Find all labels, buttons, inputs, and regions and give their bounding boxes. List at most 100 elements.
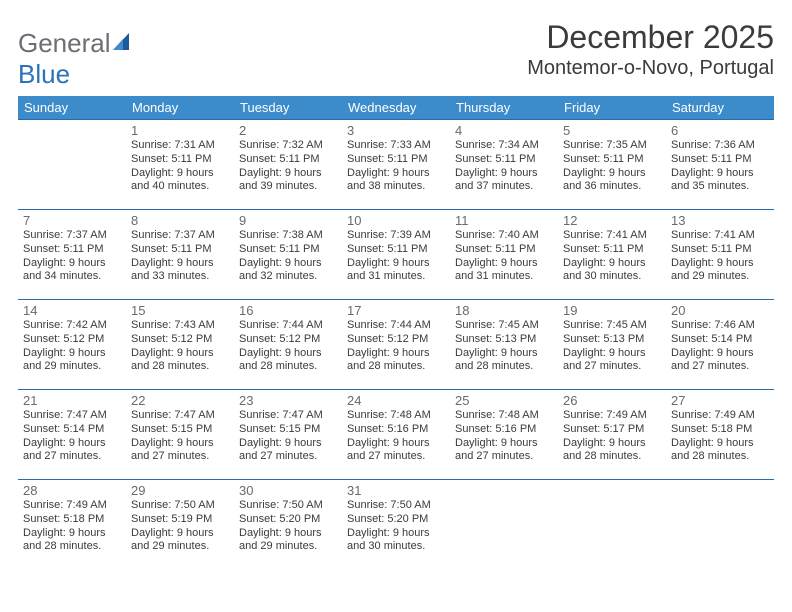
- sunrise-line: Sunrise: 7:41 AM: [671, 229, 769, 243]
- sunrise-line: Sunrise: 7:33 AM: [347, 139, 445, 153]
- day-number: 21: [23, 393, 121, 408]
- day-number: 6: [671, 123, 769, 138]
- calendar-cell: 4Sunrise: 7:34 AMSunset: 5:11 PMDaylight…: [450, 120, 558, 210]
- daylight-line-1: Daylight: 9 hours: [23, 527, 121, 541]
- sunset-line: Sunset: 5:12 PM: [239, 333, 337, 347]
- day-number: 1: [131, 123, 229, 138]
- weekday-header: Thursday: [450, 96, 558, 120]
- calendar-cell: [666, 480, 774, 570]
- sunset-line: Sunset: 5:14 PM: [23, 423, 121, 437]
- sunrise-line: Sunrise: 7:43 AM: [131, 319, 229, 333]
- daylight-line-2: and 28 minutes.: [239, 360, 337, 374]
- sunrise-line: Sunrise: 7:48 AM: [455, 409, 553, 423]
- calendar-cell: 26Sunrise: 7:49 AMSunset: 5:17 PMDayligh…: [558, 390, 666, 480]
- sunset-line: Sunset: 5:12 PM: [347, 333, 445, 347]
- calendar-week-row: 14Sunrise: 7:42 AMSunset: 5:12 PMDayligh…: [18, 300, 774, 390]
- calendar-cell: 22Sunrise: 7:47 AMSunset: 5:15 PMDayligh…: [126, 390, 234, 480]
- day-info: Sunrise: 7:45 AMSunset: 5:13 PMDaylight:…: [563, 319, 661, 374]
- day-info: Sunrise: 7:37 AMSunset: 5:11 PMDaylight:…: [23, 229, 121, 284]
- daylight-line-2: and 29 minutes.: [671, 270, 769, 284]
- title-block: December 2025 Montemor-o-Novo, Portugal: [527, 20, 774, 80]
- calendar-cell: 15Sunrise: 7:43 AMSunset: 5:12 PMDayligh…: [126, 300, 234, 390]
- day-number: 5: [563, 123, 661, 138]
- month-title: December 2025: [527, 20, 774, 55]
- day-number: 29: [131, 483, 229, 498]
- sunset-line: Sunset: 5:12 PM: [23, 333, 121, 347]
- sunset-line: Sunset: 5:11 PM: [563, 243, 661, 257]
- day-number: 11: [455, 213, 553, 228]
- daylight-line-2: and 29 minutes.: [131, 540, 229, 554]
- logo-sail-icon: [111, 28, 133, 50]
- daylight-line-2: and 27 minutes.: [347, 450, 445, 464]
- daylight-line-2: and 27 minutes.: [563, 360, 661, 374]
- day-number: 26: [563, 393, 661, 408]
- day-info: Sunrise: 7:42 AMSunset: 5:12 PMDaylight:…: [23, 319, 121, 374]
- daylight-line-2: and 28 minutes.: [23, 540, 121, 554]
- daylight-line-1: Daylight: 9 hours: [23, 347, 121, 361]
- day-number: 19: [563, 303, 661, 318]
- daylight-line-2: and 27 minutes.: [23, 450, 121, 464]
- sunset-line: Sunset: 5:20 PM: [347, 513, 445, 527]
- sunset-line: Sunset: 5:11 PM: [239, 153, 337, 167]
- sunrise-line: Sunrise: 7:48 AM: [347, 409, 445, 423]
- day-number: 23: [239, 393, 337, 408]
- day-number: 18: [455, 303, 553, 318]
- sunset-line: Sunset: 5:11 PM: [671, 243, 769, 257]
- sunrise-line: Sunrise: 7:46 AM: [671, 319, 769, 333]
- sunrise-line: Sunrise: 7:38 AM: [239, 229, 337, 243]
- calendar-cell: 12Sunrise: 7:41 AMSunset: 5:11 PMDayligh…: [558, 210, 666, 300]
- sunset-line: Sunset: 5:13 PM: [563, 333, 661, 347]
- sunset-line: Sunset: 5:17 PM: [563, 423, 661, 437]
- logo-text: GeneralBlue: [18, 28, 133, 90]
- day-number: 17: [347, 303, 445, 318]
- daylight-line-1: Daylight: 9 hours: [239, 437, 337, 451]
- daylight-line-2: and 28 minutes.: [563, 450, 661, 464]
- daylight-line-2: and 30 minutes.: [563, 270, 661, 284]
- day-info: Sunrise: 7:32 AMSunset: 5:11 PMDaylight:…: [239, 139, 337, 194]
- calendar-cell: 16Sunrise: 7:44 AMSunset: 5:12 PMDayligh…: [234, 300, 342, 390]
- calendar-cell: 31Sunrise: 7:50 AMSunset: 5:20 PMDayligh…: [342, 480, 450, 570]
- daylight-line-2: and 28 minutes.: [131, 360, 229, 374]
- sunset-line: Sunset: 5:11 PM: [239, 243, 337, 257]
- daylight-line-1: Daylight: 9 hours: [131, 437, 229, 451]
- sunset-line: Sunset: 5:11 PM: [455, 153, 553, 167]
- calendar-week-row: 7Sunrise: 7:37 AMSunset: 5:11 PMDaylight…: [18, 210, 774, 300]
- sunrise-line: Sunrise: 7:45 AM: [563, 319, 661, 333]
- calendar-cell: 19Sunrise: 7:45 AMSunset: 5:13 PMDayligh…: [558, 300, 666, 390]
- day-info: Sunrise: 7:36 AMSunset: 5:11 PMDaylight:…: [671, 139, 769, 194]
- daylight-line-1: Daylight: 9 hours: [671, 167, 769, 181]
- calendar-cell: 8Sunrise: 7:37 AMSunset: 5:11 PMDaylight…: [126, 210, 234, 300]
- day-number: 30: [239, 483, 337, 498]
- day-number: 2: [239, 123, 337, 138]
- sunset-line: Sunset: 5:11 PM: [131, 243, 229, 257]
- calendar-cell: 23Sunrise: 7:47 AMSunset: 5:15 PMDayligh…: [234, 390, 342, 480]
- daylight-line-1: Daylight: 9 hours: [671, 257, 769, 271]
- calendar-cell: [18, 120, 126, 210]
- daylight-line-1: Daylight: 9 hours: [563, 257, 661, 271]
- calendar-cell: 17Sunrise: 7:44 AMSunset: 5:12 PMDayligh…: [342, 300, 450, 390]
- day-info: Sunrise: 7:47 AMSunset: 5:15 PMDaylight:…: [239, 409, 337, 464]
- day-info: Sunrise: 7:45 AMSunset: 5:13 PMDaylight:…: [455, 319, 553, 374]
- sunrise-line: Sunrise: 7:41 AM: [563, 229, 661, 243]
- sunrise-line: Sunrise: 7:50 AM: [239, 499, 337, 513]
- daylight-line-1: Daylight: 9 hours: [671, 347, 769, 361]
- day-info: Sunrise: 7:50 AMSunset: 5:19 PMDaylight:…: [131, 499, 229, 554]
- day-info: Sunrise: 7:49 AMSunset: 5:17 PMDaylight:…: [563, 409, 661, 464]
- logo-text-blue: Blue: [18, 59, 70, 89]
- calendar-cell: 10Sunrise: 7:39 AMSunset: 5:11 PMDayligh…: [342, 210, 450, 300]
- day-info: Sunrise: 7:35 AMSunset: 5:11 PMDaylight:…: [563, 139, 661, 194]
- weekday-header: Friday: [558, 96, 666, 120]
- day-info: Sunrise: 7:33 AMSunset: 5:11 PMDaylight:…: [347, 139, 445, 194]
- day-number: 27: [671, 393, 769, 408]
- calendar-cell: 14Sunrise: 7:42 AMSunset: 5:12 PMDayligh…: [18, 300, 126, 390]
- daylight-line-2: and 27 minutes.: [131, 450, 229, 464]
- calendar-cell: 29Sunrise: 7:50 AMSunset: 5:19 PMDayligh…: [126, 480, 234, 570]
- calendar-cell: 28Sunrise: 7:49 AMSunset: 5:18 PMDayligh…: [18, 480, 126, 570]
- calendar-cell: 18Sunrise: 7:45 AMSunset: 5:13 PMDayligh…: [450, 300, 558, 390]
- sunset-line: Sunset: 5:19 PM: [131, 513, 229, 527]
- daylight-line-2: and 30 minutes.: [347, 540, 445, 554]
- daylight-line-1: Daylight: 9 hours: [23, 437, 121, 451]
- day-info: Sunrise: 7:38 AMSunset: 5:11 PMDaylight:…: [239, 229, 337, 284]
- weekday-header: Tuesday: [234, 96, 342, 120]
- daylight-line-1: Daylight: 9 hours: [131, 167, 229, 181]
